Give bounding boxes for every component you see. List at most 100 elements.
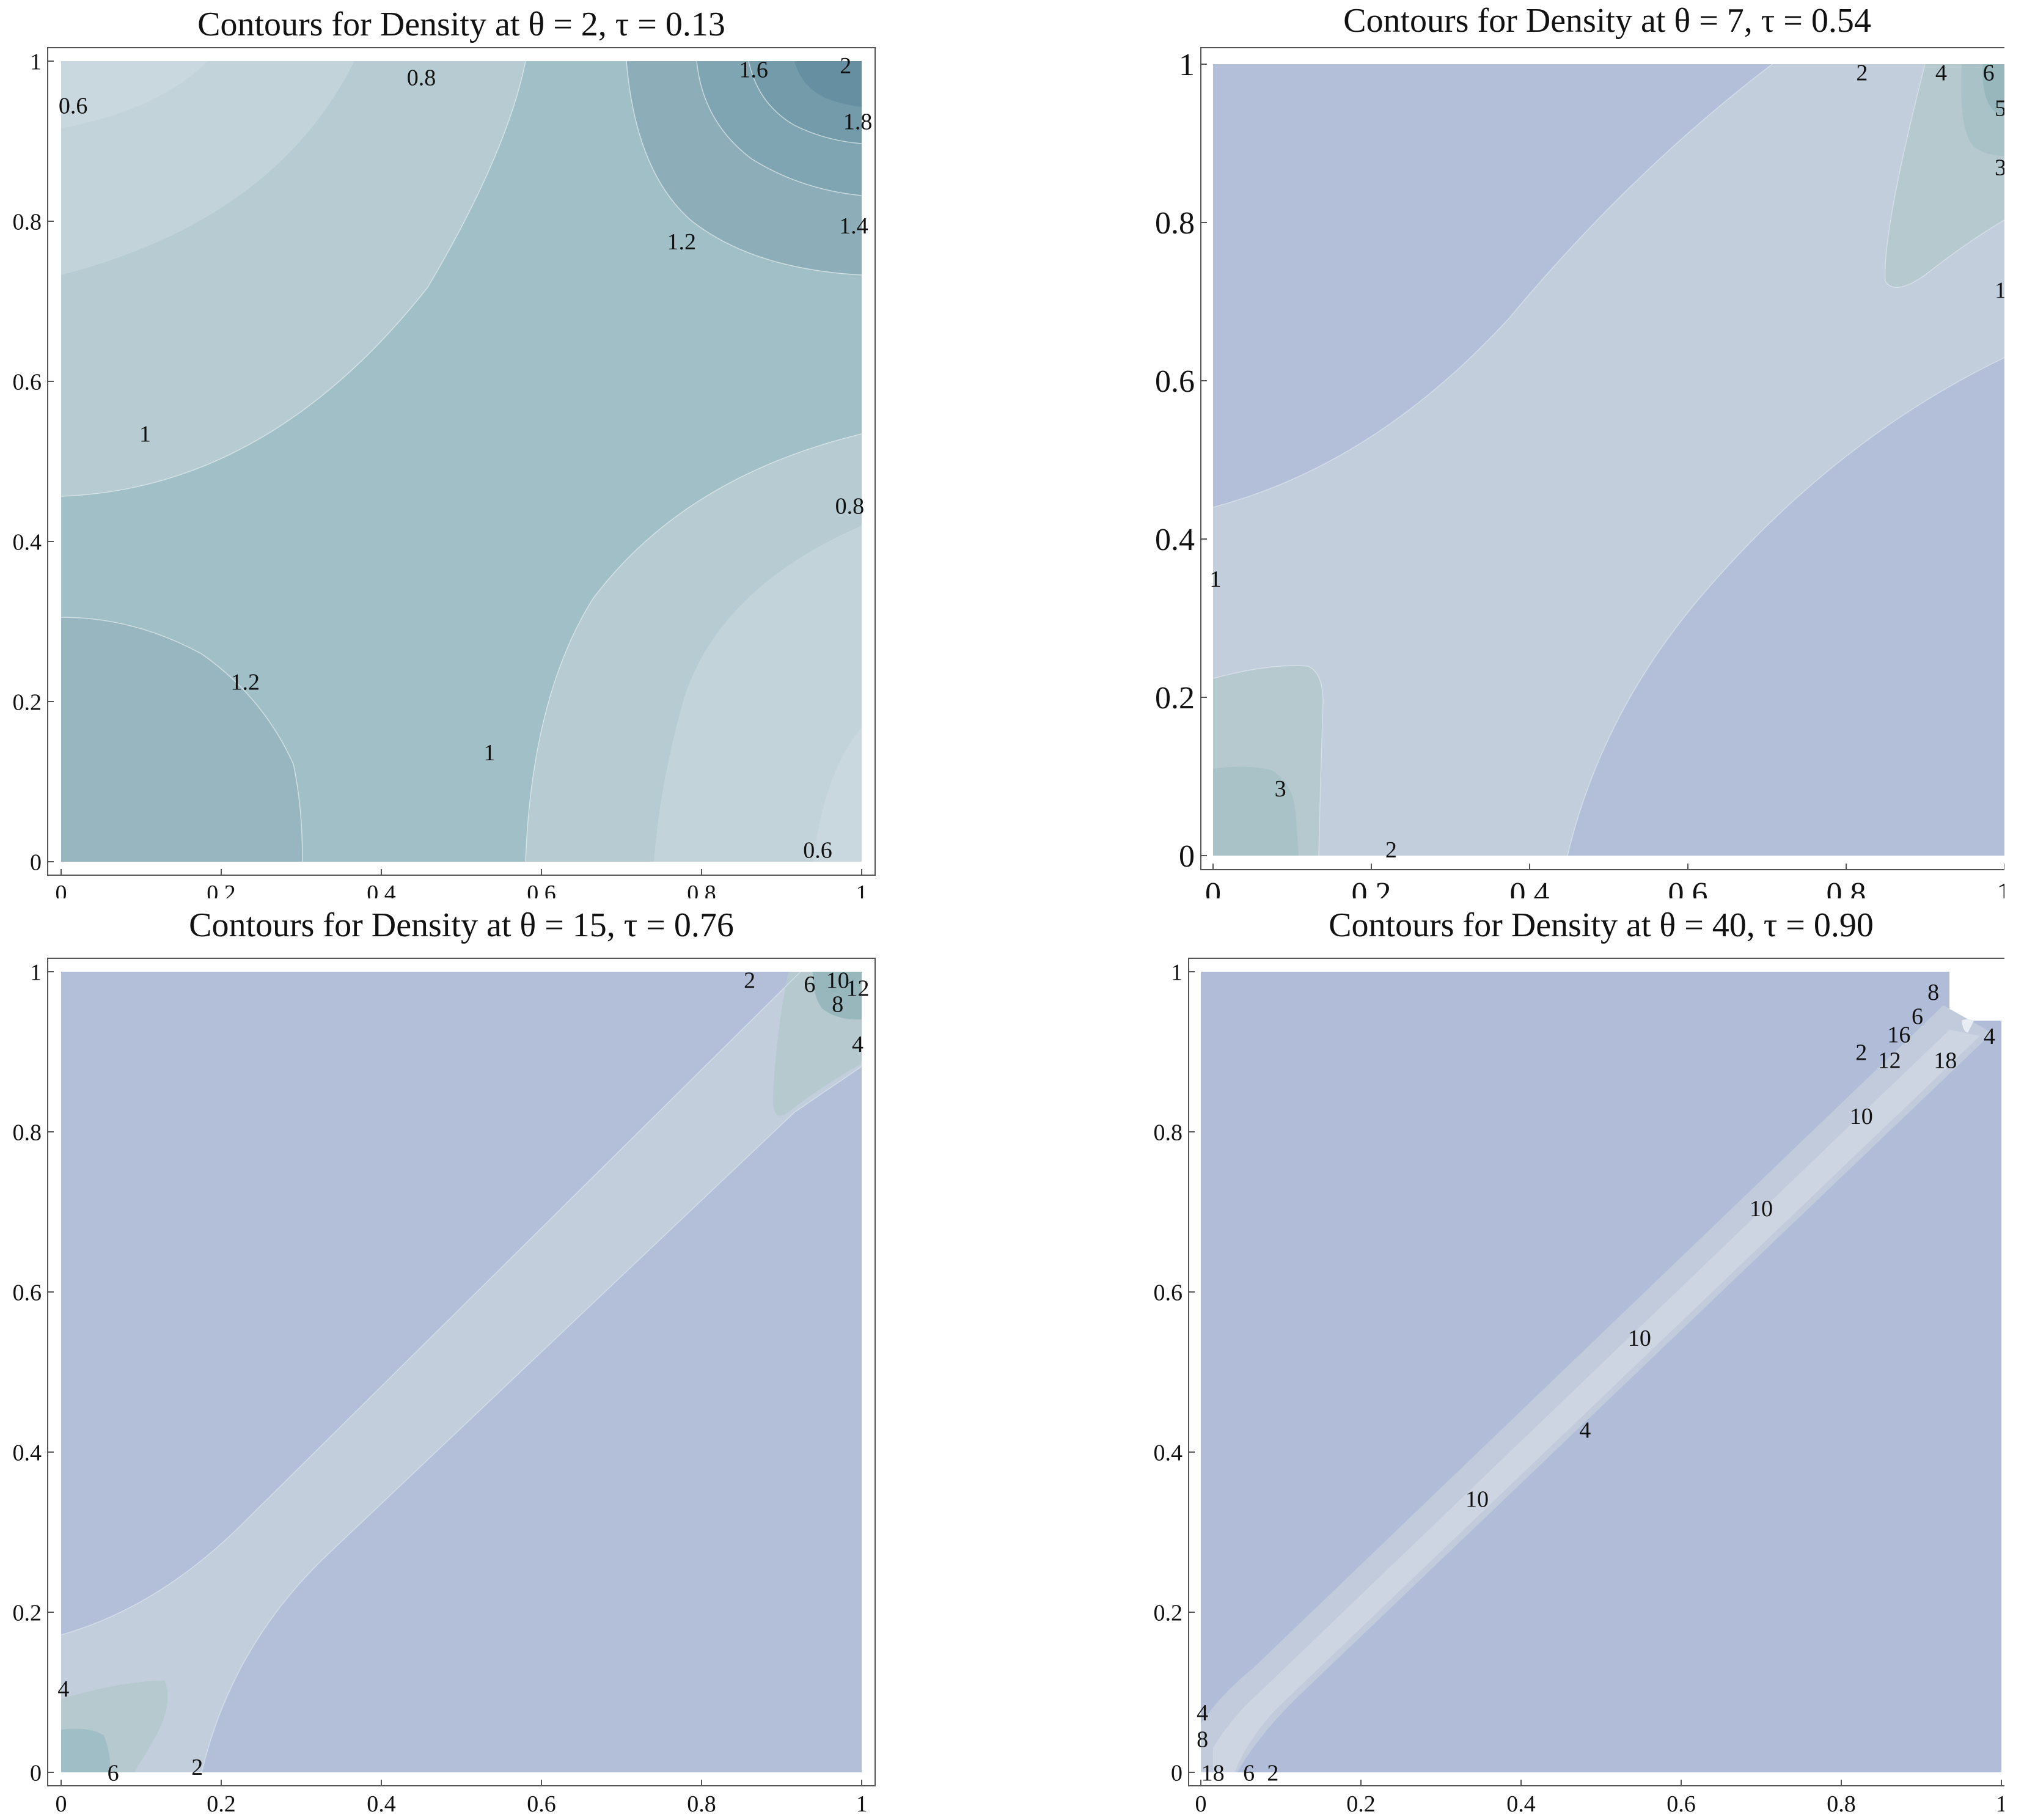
contour-level-label: 6: [804, 972, 815, 997]
contour-labels: 2 4 65 3 1 1 3 2: [1209, 60, 2004, 863]
contour-region-3-bottom-left: [1213, 766, 1299, 856]
contour-panel-1: Contours for Density at θ = 2, τ = 0.13: [0, 0, 886, 898]
contour-level-label: 4: [852, 1032, 864, 1057]
contour-region-8-top-right: [813, 972, 862, 1020]
x-tick-label: 1: [1996, 1791, 2005, 1817]
contour-level-label: 3: [1995, 155, 2004, 181]
contour-region-10-diagonal-band: [1213, 1030, 1980, 1772]
contour-lines: [61, 61, 862, 862]
contour-region-6-bottom-left: [61, 1728, 111, 1772]
contour-region-0.6-top-left-inner: [61, 61, 208, 128]
contour-region-1-central: [61, 61, 862, 862]
x-tick-label: 1: [1997, 876, 2004, 898]
axis-ticks: 0 0.2 0.4 0.6 0.8 100.20.40.60.81: [1154, 960, 2005, 1817]
contour-level-label: 2: [744, 967, 755, 993]
contour-lines: [61, 972, 862, 1772]
x-tick-label: 0.8: [687, 881, 716, 898]
contour-level-label: 18: [1201, 1760, 1225, 1786]
contour-level-label: 1.4: [839, 213, 868, 239]
contour-level-label: 0.8: [407, 65, 436, 91]
axis-ticks: 0 0.2 0.4 0.6 0.8 100.20.40.60.81: [13, 49, 868, 898]
contour-level-label: 2: [1385, 837, 1397, 863]
contour-level-label: 0.6: [59, 93, 88, 119]
x-tick-label: 0.2: [207, 881, 236, 898]
y-tick-label: 0.6: [1155, 364, 1195, 399]
y-tick-label: 0.6: [13, 369, 42, 395]
x-tick-label: 0.8: [1827, 876, 1866, 898]
x-tick-label: 0.4: [367, 881, 396, 898]
y-tick-label: 0.8: [1155, 206, 1195, 241]
x-tick-label: 0.6: [527, 881, 556, 898]
contour-level-label: 10: [1750, 1196, 1773, 1222]
contour-level-label: 10: [1628, 1326, 1651, 1351]
x-tick-label: 0.4: [367, 1791, 396, 1817]
chart-title: Contours for Density at θ = 40, τ = 0.90: [1329, 911, 1874, 944]
axis-ticks: 0 0.2 0.4 0.6 0.8 100.20.40.60.81: [13, 960, 868, 1817]
y-tick-label: 0: [30, 1760, 42, 1786]
chart-title: Contours for Density at θ = 15, τ = 0.76: [189, 911, 734, 944]
contour-region-1.8-top-right: [794, 61, 862, 107]
contour-level-label: 3: [1275, 776, 1286, 802]
y-tick-label: 0.2: [13, 1600, 42, 1626]
contour-level-label: 6: [108, 1760, 119, 1786]
x-tick-label: 0.2: [1352, 876, 1392, 898]
contour-level-label: 10: [1850, 1104, 1873, 1129]
x-tick-label: 0.2: [1346, 1791, 1376, 1817]
chart-title: Contours for Density at θ = 2, τ = 0.13: [197, 6, 725, 43]
x-tick-label: 0.8: [1827, 1791, 1856, 1817]
plot-frame: [47, 47, 876, 876]
x-tick-label: 1: [856, 1791, 868, 1817]
y-tick-label: 0.8: [1154, 1120, 1183, 1145]
y-tick-label: 1: [30, 49, 42, 75]
contour-level-label: 10: [1465, 1486, 1489, 1512]
contour-level-label: 10: [826, 967, 849, 993]
x-tick-label: 0: [1205, 876, 1221, 898]
contour-plot-theta-40: Contours for Density at θ = 40, τ = 0.90…: [1154, 911, 2005, 1817]
contour-level-label: 8: [1927, 980, 1939, 1005]
x-tick-label: 0.4: [1506, 1791, 1536, 1817]
y-tick-label: 0.2: [13, 689, 42, 715]
contour-panel-2: Contours for Density at θ = 7, τ = 0.54 …: [1112, 0, 2004, 898]
contour-level-label: 1: [139, 421, 151, 447]
contour-region-18-top-right: [1962, 1019, 1974, 1033]
contour-level-label: 8: [1197, 1726, 1208, 1752]
contour-region-0.6-bottom-right-inner: [813, 727, 862, 862]
y-tick-label: 0: [1171, 1760, 1182, 1786]
contour-level-label: 1.2: [231, 670, 260, 695]
contour-level-label: 6: [1983, 60, 1995, 86]
contour-level-label: 1.6: [739, 57, 768, 83]
contour-level-label: 2: [1856, 60, 1868, 86]
x-tick-label: 0.8: [687, 1791, 716, 1817]
y-tick-label: 0: [30, 849, 42, 875]
contour-lines: [1213, 64, 2004, 856]
x-tick-label: 0.6: [527, 1791, 556, 1817]
y-tick-label: 1: [30, 960, 42, 985]
x-tick-label: 0.4: [1510, 876, 1550, 898]
x-tick-label: 1: [856, 881, 868, 898]
contour-region-1-diagonal-band: [1213, 64, 2004, 856]
y-tick-label: 0.4: [13, 1440, 42, 1466]
plot-frame: [1200, 47, 2004, 870]
contour-level-label: 6: [1912, 1004, 1923, 1029]
y-tick-label: 0.8: [13, 1120, 42, 1145]
contour-labels: 0.6 0.8 1.6 2 1.8 1.4 1.2 1 0.8 1.2 1 0.6: [59, 53, 872, 864]
contour-region-0.6-top-left: [61, 61, 354, 275]
y-tick-label: 0.2: [1154, 1600, 1183, 1626]
plot-frame: [47, 958, 876, 1786]
contour-level-label: 0.6: [803, 838, 832, 864]
contour-level-label: 18: [1934, 1048, 1957, 1073]
contour-level-label: 4: [1984, 1024, 1995, 1049]
contour-level-label: 8: [832, 992, 843, 1018]
axis-ticks: 0 0.2 0.4 0.6 0.8 100.20.40.60.81: [1155, 48, 2004, 898]
contour-level-label: 12: [1878, 1048, 1901, 1073]
y-tick-label: 1: [1179, 48, 1195, 83]
chart-title: Contours for Density at θ = 7, τ = 0.54: [1343, 2, 1871, 40]
contour-region-0.6-bottom-right: [654, 526, 862, 862]
contour-plot-theta-2: Contours for Density at θ = 2, τ = 0.13: [13, 6, 876, 898]
contour-level-label: 5: [1995, 96, 2004, 122]
y-tick-label: 0.2: [1155, 681, 1195, 716]
contour-panel-3: Contours for Density at θ = 15, τ = 0.76…: [0, 911, 886, 1820]
contour-region-5-top-right: [1982, 64, 2004, 116]
y-tick-label: 0.4: [1154, 1440, 1183, 1466]
